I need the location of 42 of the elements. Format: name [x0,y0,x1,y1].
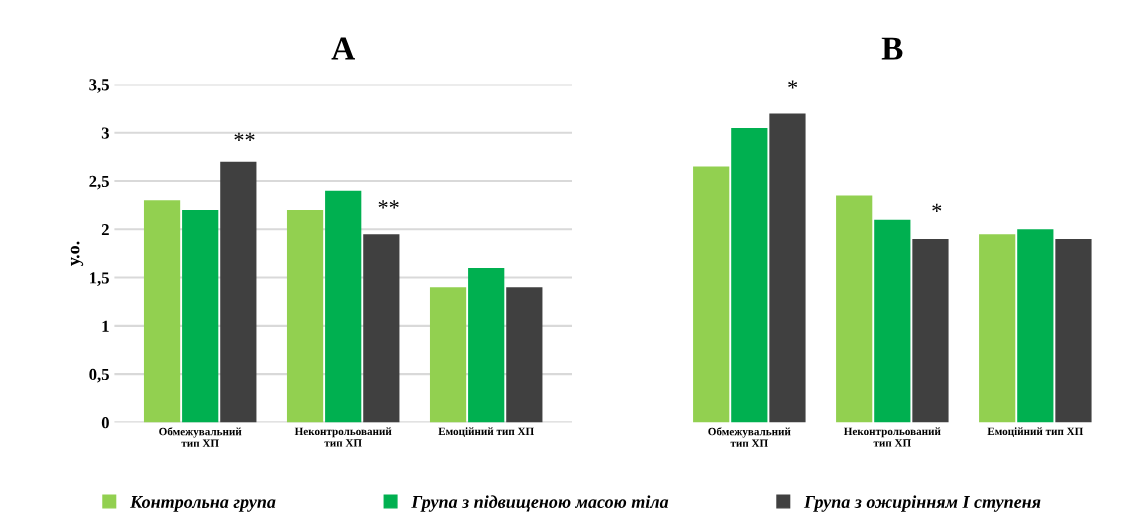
y-tick-label: 3,5 [89,79,109,93]
x-tick-label: Обмежувальний тип ХП [159,427,242,447]
annotation: * [932,203,942,212]
bar [836,195,873,423]
y-tick-label: 0 [101,417,109,429]
bar [1055,238,1092,423]
bar [506,287,543,423]
y-tick-label: 2,5 [89,175,109,190]
x-tick-label: Неконтрольований тип ХП [294,427,392,447]
annotation: ** [234,132,255,141]
y-tick-label: 3 [101,127,109,139]
bar [1017,229,1054,423]
x-tick-label: Обмежувальний тип ХП [708,427,791,447]
chart-title: A [331,37,355,60]
bar [731,127,768,423]
bar [182,209,219,423]
x-tick-label: Емоційний тип ХП [987,427,1084,437]
bar [429,287,467,423]
bar [912,238,949,423]
x-tick-label: Емоційний тип ХП [438,427,534,437]
bar [693,166,730,423]
y-tick-label: 2 [101,224,109,236]
bar [468,267,505,423]
bar [143,200,181,423]
legend-label: Група з ожирінням I ступеня [803,495,1041,512]
y-axis-title: у.о. [70,241,84,266]
legend-label: Контрольна група [129,496,276,512]
bar [286,209,324,423]
annotation: ** [378,200,399,209]
y-tick-label: 1,5 [90,272,109,286]
bar [220,161,257,423]
bar [325,190,362,423]
y-tick-label: 1 [102,320,109,332]
bar [874,219,911,423]
annotation: * [788,80,798,89]
bar [363,234,400,423]
legend-label: Група з підвищеною масою тіла [411,495,669,512]
y-tick-label: 0,5 [89,368,109,383]
bar [769,113,806,423]
x-tick-label: Неконтрольований тип ХП [843,427,941,447]
bar [979,234,1016,423]
chart-title: B [881,37,903,60]
